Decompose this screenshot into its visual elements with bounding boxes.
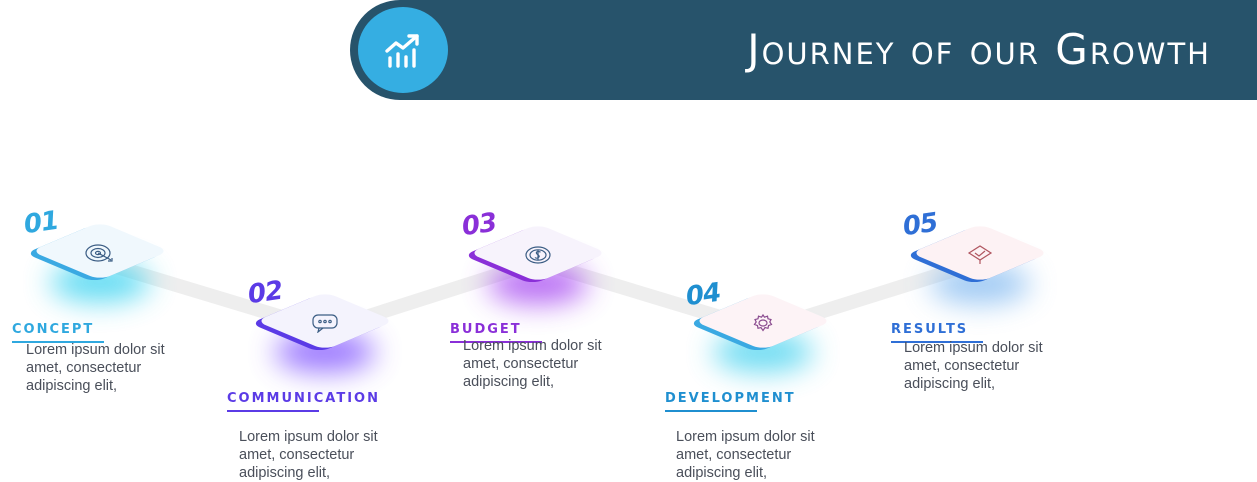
step-number-05: 05 (901, 207, 940, 243)
step-label-communication: COMMUNICATION (227, 391, 380, 406)
step-underline-communication (227, 410, 319, 412)
step-number-04: 04 (684, 277, 723, 313)
presentation-icon (967, 245, 993, 264)
step-description-concept: Lorem ipsum dolor sit amet, consectetur … (26, 342, 165, 394)
step-underline-budget (450, 341, 542, 343)
target-icon (85, 244, 113, 262)
step-underline-development (665, 410, 757, 412)
step-tile-communication (255, 291, 395, 372)
growth-chart-icon (385, 34, 419, 68)
header-icon-circle (358, 7, 448, 93)
step-underline-concept (12, 341, 104, 343)
step-label-results: RESULTS (891, 322, 969, 337)
step-description-development: Lorem ipsum dolor sit amet, consectetur … (676, 429, 815, 481)
chat-bubble-icon (312, 314, 338, 333)
step-description-communication: Lorem ipsum dolor sit amet, consectetur … (239, 429, 378, 481)
step-tile-development (693, 291, 833, 372)
step-description-results: Lorem ipsum dolor sit amet, consectetur … (904, 340, 1043, 392)
step-underline-results (891, 341, 983, 343)
step-number-01: 01 (22, 205, 61, 241)
step-label-budget: BUDGET (450, 322, 522, 337)
step-label-concept: CONCEPT (12, 322, 95, 337)
step-tile-concept (30, 221, 170, 302)
step-tile-budget (468, 223, 608, 304)
step-number-02: 02 (246, 275, 285, 311)
coin-icon (525, 246, 551, 264)
gear-icon (753, 313, 773, 332)
header-banner (350, 0, 1257, 100)
step-description-budget: Lorem ipsum dolor sit amet, consectetur … (463, 338, 602, 390)
step-label-development: DEVELOPMENT (665, 391, 796, 406)
step-tile-results (910, 223, 1050, 304)
page-title: Journey of our Growth (747, 25, 1211, 74)
step-number-03: 03 (460, 207, 499, 243)
